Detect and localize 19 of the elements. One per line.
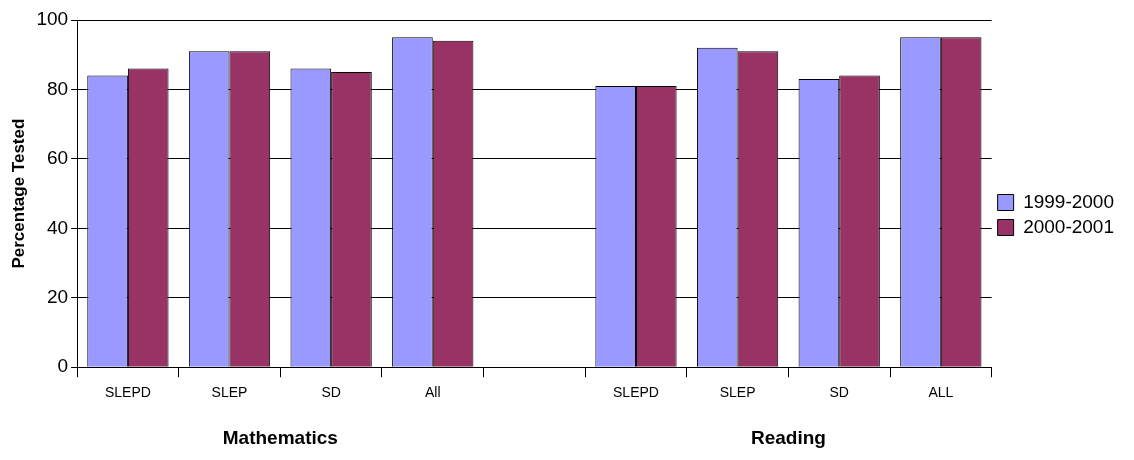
x-tick-label: ALL (928, 384, 954, 401)
y-tick-label: 20 (46, 285, 69, 307)
x-tick-label: SD (829, 384, 849, 401)
x-tick-label: SD (321, 384, 341, 401)
x-tick-label: SLEPD (104, 384, 151, 401)
x-tick-label: SLEP (719, 384, 756, 401)
legend-label: 2000-2001 (1023, 215, 1115, 237)
legend-label: 1999-2000 (1023, 190, 1115, 212)
x-tick-label: All (424, 384, 441, 401)
y-tick-label: 40 (46, 216, 69, 238)
text: Mathematics (222, 427, 338, 449)
y-tick-label: 80 (46, 77, 69, 99)
x-tick-label: SLEP (211, 384, 248, 401)
y-tick-label: 0 (57, 355, 69, 377)
x-tick-label: SLEPD (613, 384, 659, 401)
text: Reading (750, 427, 826, 449)
y-axis-title: Percentage Tested (8, 118, 28, 269)
y-tick-label: 60 (46, 147, 69, 169)
y-tick-label: 100 (36, 8, 69, 30)
